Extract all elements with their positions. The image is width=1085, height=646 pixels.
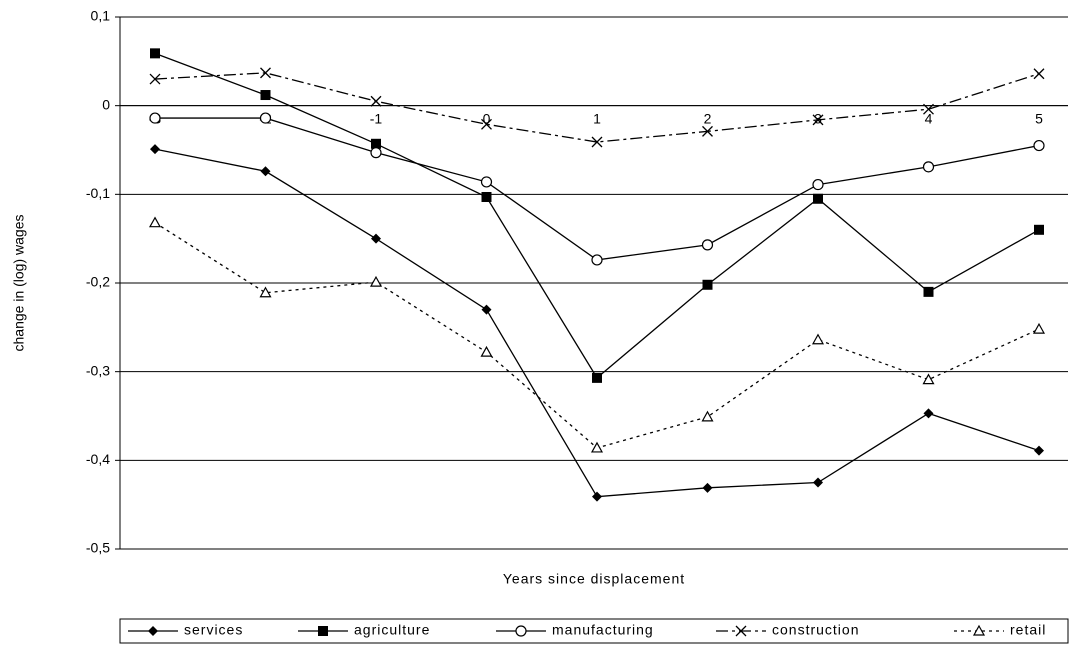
- legend-marker: [972, 624, 986, 636]
- data-point: [150, 144, 160, 155]
- y-tick-label: 0: [102, 96, 110, 112]
- data-point: [260, 166, 271, 177]
- legend-label: manufacturing: [552, 622, 654, 638]
- data-point: [922, 373, 935, 385]
- y-tick-label: 0,1: [91, 8, 111, 24]
- data-point: [370, 95, 382, 107]
- legend-label: construction: [772, 622, 859, 638]
- data-point: [260, 67, 271, 79]
- data-point: [150, 48, 160, 59]
- legend-marker: [515, 625, 527, 637]
- x-tick-label: 4: [925, 110, 933, 126]
- data-point: [923, 103, 934, 115]
- y-tick-label: -0,4: [86, 451, 110, 467]
- x-tick-label: 5: [1035, 110, 1043, 126]
- data-point: [480, 176, 493, 188]
- data-point: [148, 216, 162, 228]
- data-point: [369, 275, 383, 287]
- data-point: [922, 161, 935, 173]
- legend-label: retail: [1010, 622, 1046, 638]
- data-point: [481, 191, 492, 202]
- data-point: [813, 477, 823, 488]
- data-point: [149, 112, 161, 124]
- x-tick-label: -1: [370, 110, 383, 126]
- data-point: [702, 125, 713, 137]
- legend-box: [119, 618, 1069, 644]
- data-point: [702, 279, 713, 290]
- data-point: [923, 286, 934, 297]
- data-point: [591, 254, 603, 266]
- data-point: [590, 441, 604, 453]
- data-point: [480, 345, 493, 357]
- data-point: [813, 193, 823, 204]
- x-tick-label: 1: [593, 110, 601, 126]
- data-point: [1033, 68, 1045, 80]
- x-tick-label: 3: [814, 110, 822, 126]
- series-line: [154, 52, 1040, 379]
- data-point: [701, 239, 714, 251]
- x-tick-label: 2: [704, 110, 712, 126]
- data-point: [1033, 139, 1045, 152]
- data-point: [923, 408, 934, 419]
- legend-marker: [735, 625, 747, 637]
- legend-marker: [318, 626, 328, 636]
- legend-marker: [148, 626, 158, 636]
- data-point: [812, 114, 824, 126]
- data-point: [812, 178, 824, 191]
- data-point: [592, 372, 602, 383]
- y-tick-label: -0,1: [86, 185, 110, 201]
- y-tick-label: -0,3: [86, 362, 110, 378]
- data-point: [592, 491, 602, 502]
- data-point: [591, 136, 603, 148]
- data-point: [149, 73, 161, 85]
- y-tick-label: -0,5: [86, 540, 110, 556]
- data-point: [702, 482, 713, 493]
- y-tick-label: -0,2: [86, 274, 110, 290]
- data-point: [701, 410, 714, 422]
- series-line: [155, 117, 1040, 261]
- data-point: [481, 118, 492, 130]
- data-point: [371, 233, 381, 244]
- data-point: [371, 138, 381, 149]
- data-point: [1032, 322, 1046, 334]
- data-point: [259, 286, 272, 298]
- data-point: [1034, 224, 1044, 235]
- data-point: [1034, 445, 1044, 456]
- data-point: [811, 333, 825, 345]
- y-axis-title: change in (log) wages: [11, 215, 27, 352]
- x-tick-label: 0: [483, 110, 491, 126]
- data-point: [259, 112, 272, 124]
- data-point: [481, 304, 492, 315]
- legend-label: services: [184, 622, 243, 638]
- data-point: [260, 90, 271, 101]
- series-line: [154, 72, 1040, 143]
- data-point: [370, 147, 382, 159]
- legend-label: agriculture: [354, 622, 430, 638]
- x-axis-title: Years since displacement: [503, 571, 685, 587]
